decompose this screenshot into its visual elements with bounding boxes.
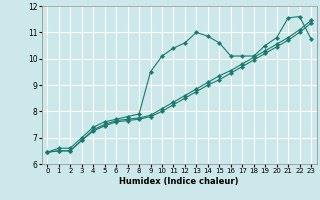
X-axis label: Humidex (Indice chaleur): Humidex (Indice chaleur) <box>119 177 239 186</box>
